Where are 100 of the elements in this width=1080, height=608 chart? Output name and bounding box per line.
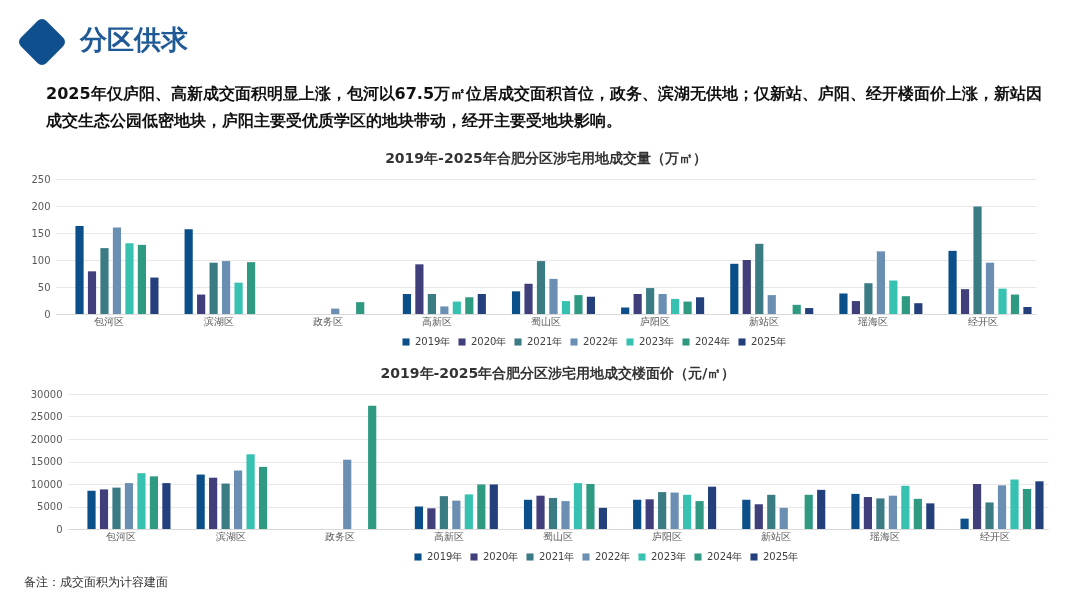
x-tick-label: 包河区 (94, 315, 125, 327)
bar (561, 501, 570, 529)
x-tick-label: 蜀山区 (543, 530, 573, 542)
bar (804, 494, 813, 529)
x-tick-label: 庐阳区 (652, 530, 683, 542)
bar (695, 297, 705, 314)
x-tick-label: 经开区 (967, 315, 998, 327)
bar (755, 243, 764, 314)
bar (742, 499, 751, 529)
bar (125, 243, 134, 314)
bar (839, 293, 848, 314)
x-tick-label: 新站区 (749, 315, 780, 327)
y-tick-label: 50 (37, 281, 51, 293)
chart-title: 2019年-2025年合肥分区涉宅用地成交量（万㎡） (385, 150, 707, 166)
bar (913, 498, 922, 529)
bar (524, 283, 533, 314)
bar (184, 229, 193, 314)
bar (973, 206, 982, 314)
y-tick-label: 30000 (30, 388, 63, 400)
bar (779, 507, 788, 529)
bar (209, 262, 218, 314)
bar (511, 291, 521, 314)
bar (112, 487, 121, 529)
x-tick-label: 新站区 (761, 530, 792, 542)
bar (150, 277, 159, 314)
bar (112, 227, 122, 314)
bar (914, 303, 923, 314)
bar (222, 261, 231, 314)
bar (489, 484, 498, 529)
legend-label: 2020年 (471, 336, 507, 347)
bar (258, 466, 268, 529)
x-tick-label: 高新区 (421, 315, 452, 327)
bar (162, 483, 171, 529)
bar (427, 294, 436, 314)
bar (343, 459, 352, 529)
bar (477, 294, 486, 314)
y-tick-label: 15000 (30, 456, 63, 467)
bar (402, 294, 412, 314)
bar (574, 295, 583, 314)
bar (1010, 294, 1020, 314)
bar (767, 494, 776, 529)
bar (985, 502, 994, 529)
bar (1022, 488, 1032, 529)
bar (536, 261, 546, 314)
bar (658, 294, 667, 314)
bar (1010, 479, 1019, 529)
bar (561, 301, 571, 314)
bar (792, 304, 801, 314)
x-tick-label: 高新区 (433, 530, 464, 542)
bar (440, 306, 449, 314)
x-tick-label: 滨湖区 (203, 315, 234, 327)
x-tick-label: 政务区 (324, 530, 355, 542)
bar (863, 497, 873, 529)
bar (683, 494, 692, 529)
legend-label: 2022年 (595, 551, 631, 562)
bar (548, 497, 558, 529)
text: 备注：成交面积为计容建面 (24, 574, 168, 591)
bar (197, 294, 206, 314)
bar (465, 297, 474, 314)
text: 分区供求 (80, 23, 188, 57)
legend-label: 2022年 (583, 336, 619, 347)
bar (889, 280, 898, 314)
bar (864, 283, 873, 314)
legend-label: 2023年 (651, 551, 687, 562)
bar (901, 296, 910, 314)
x-tick-label: 经开区 (979, 530, 1010, 542)
bar (1035, 481, 1044, 529)
x-tick-label: 包河区 (106, 530, 137, 542)
bar (754, 504, 763, 529)
bar (633, 499, 642, 529)
y-tick-label: 100 (31, 254, 51, 266)
bar (658, 492, 667, 529)
x-tick-label: 蜀山区 (531, 315, 561, 327)
bar (99, 489, 109, 529)
bar (124, 483, 134, 529)
bar (586, 296, 596, 314)
legend-label: 2021年 (527, 336, 563, 347)
bar (730, 263, 739, 314)
bar (87, 271, 97, 314)
bar (452, 301, 461, 314)
bar (670, 492, 679, 529)
legend-label: 2019年 (427, 551, 463, 562)
bar (645, 499, 654, 529)
bar (683, 301, 692, 314)
bar (948, 250, 957, 314)
text: 2025年仅庐阳、高新成交面积明显上涨，包河以67.5万㎡位居成交面积首位，政务、滨湖无供地；仅新站、庐阳、经开楼面价上涨，新站因成交生态公园低密地块，庐阳主要受优质学区的地块带动，经开主要受地块影响。 (46, 83, 1043, 132)
bar (646, 288, 655, 314)
bar (876, 498, 885, 529)
bar (1023, 306, 1032, 314)
bar (196, 474, 205, 529)
bar (997, 485, 1007, 529)
bar (368, 405, 377, 529)
bar (671, 298, 680, 314)
x-tick-label: 滨湖区 (215, 530, 246, 542)
bar (221, 483, 230, 529)
legend-label: 2021年 (539, 551, 575, 562)
legend-label: 2020年 (483, 551, 519, 562)
legend-label: 2024年 (707, 551, 743, 562)
bar (234, 470, 243, 529)
bar (767, 295, 776, 314)
